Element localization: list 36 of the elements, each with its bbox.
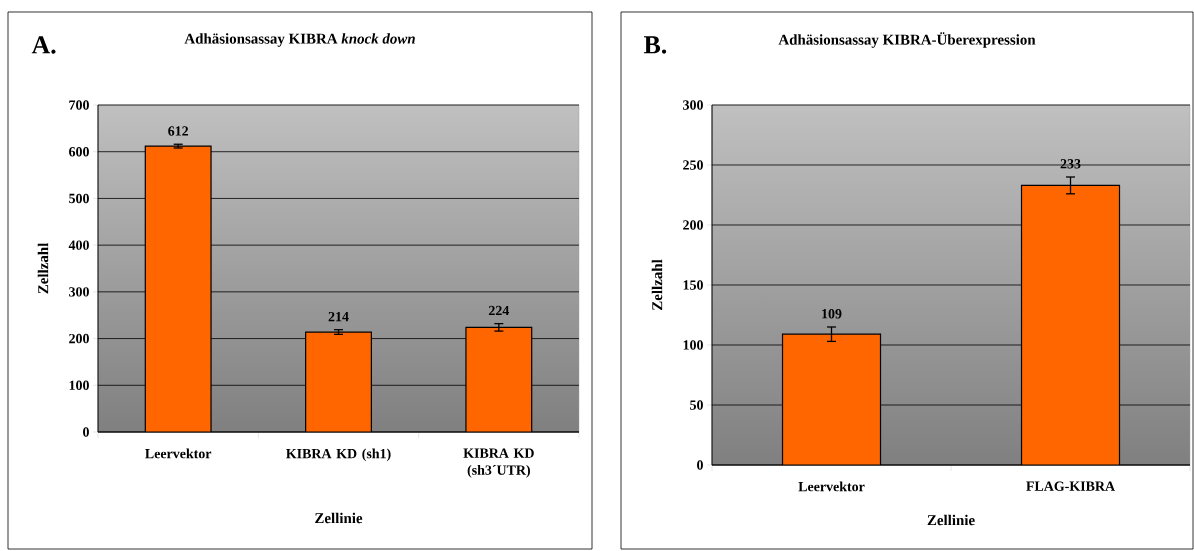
y-tick-label: 50 — [690, 400, 703, 410]
y-axis-title: Zellzahl — [651, 259, 663, 311]
text: A. — [31, 36, 56, 54]
y-tick-label: 0 — [83, 427, 89, 437]
y-tick-label: 300 — [69, 287, 89, 297]
y-tick-label: 500 — [69, 193, 89, 204]
bar — [144, 145, 212, 432]
y-tick-label: 100 — [683, 340, 703, 350]
data-label: 233 — [1060, 159, 1081, 169]
x-tick-label: Leervektor — [798, 481, 865, 492]
y-tick-label: 700 — [69, 100, 89, 110]
text: B. — [643, 36, 667, 54]
data-label: 612 — [168, 126, 189, 136]
chart-title: Adhäsionsassay KIBRA knock down — [184, 33, 415, 47]
y-tick-label: 400 — [68, 240, 89, 250]
bar — [305, 331, 372, 432]
data-label: 214 — [328, 311, 349, 322]
x-tick-label: KIBRA KD (sh3´UTR) — [463, 448, 534, 478]
y-tick-label: 200 — [683, 220, 703, 230]
y-axis-title: Zellzahl — [37, 243, 49, 294]
data-label: 109 — [822, 309, 842, 319]
x-tick-label: Leervektor — [145, 448, 212, 459]
y-tick-label: 0 — [697, 460, 703, 470]
y-tick-label: 600 — [69, 147, 89, 157]
y-tick-label: 100 — [69, 380, 89, 390]
x-tick-label: KIBRA KD (sh1) — [286, 448, 391, 462]
data-label: 224 — [488, 305, 510, 316]
x-tick-label: FLAG-KIBRA — [1026, 481, 1115, 491]
x-axis-title: Zellinie — [927, 514, 975, 526]
bar — [465, 326, 533, 432]
y-tick-label: 250 — [683, 160, 703, 170]
y-tick-label: 200 — [69, 333, 89, 344]
chart-title: Adhäsionsassay KIBRA-Überexpression — [778, 32, 1036, 48]
x-axis-title: Zellinie — [315, 512, 363, 524]
y-tick-label: 300 — [683, 100, 703, 110]
y-tick-label: 150 — [683, 280, 703, 290]
